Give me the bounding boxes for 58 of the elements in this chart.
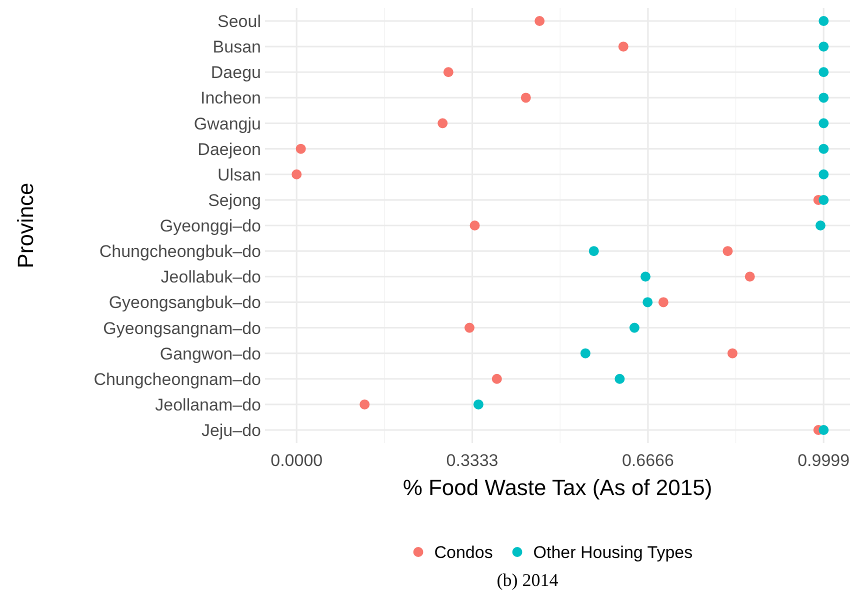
legend-label: Other Housing Types xyxy=(533,543,693,562)
point xyxy=(296,144,306,154)
y-tick-label: Daejeon xyxy=(198,140,261,159)
point xyxy=(818,92,829,103)
legend-label: Condos xyxy=(434,543,493,562)
y-tick-label: Gwangju xyxy=(194,114,261,134)
point xyxy=(818,425,829,435)
point xyxy=(815,220,826,230)
point xyxy=(360,399,370,410)
y-tick-label: Incheon xyxy=(200,88,261,108)
x-tick-label: 0.6666 xyxy=(622,451,674,470)
y-tick-label: Seoul xyxy=(218,12,261,31)
y-tick-label: Gangwon–do xyxy=(160,344,261,364)
point xyxy=(727,348,738,358)
point xyxy=(818,169,829,180)
y-tick-label: Jeollabuk–do xyxy=(160,268,261,287)
y-tick-label: Chungcheongnam–do xyxy=(94,370,261,389)
y-tick-label: Sejong xyxy=(208,190,261,210)
point xyxy=(443,67,454,78)
point xyxy=(473,399,484,410)
y-tick-label: Ulsan xyxy=(218,165,261,184)
x-tick-label: 0.3333 xyxy=(446,451,498,470)
point xyxy=(818,67,829,78)
point xyxy=(722,246,733,256)
point xyxy=(580,348,590,358)
point xyxy=(818,194,829,205)
point xyxy=(618,42,628,52)
y-tick-label: Gyeongsangbuk–do xyxy=(108,293,261,312)
y-tick-label: Chungcheongbuk–do xyxy=(99,242,261,262)
y-tick-label: Gyeongsangnam–do xyxy=(103,318,261,338)
point xyxy=(520,92,531,103)
point xyxy=(642,297,653,308)
point xyxy=(640,272,651,282)
x-tick-label: 0.0000 xyxy=(270,451,323,470)
y-axis-title: Province xyxy=(13,182,38,268)
y-tick-label: Busan xyxy=(212,38,261,57)
point xyxy=(744,272,755,282)
point xyxy=(492,374,502,384)
point xyxy=(818,118,829,128)
y-tick-label: Daegu xyxy=(210,63,261,82)
y-tick-label: Jeju–do xyxy=(201,421,261,440)
point xyxy=(629,322,640,333)
x-tick-label: 0.9999 xyxy=(798,451,850,470)
point xyxy=(470,220,480,230)
point xyxy=(818,144,829,154)
y-tick-label: Jeollanam–do xyxy=(155,395,261,414)
text: (b) 2014 xyxy=(496,570,558,590)
point xyxy=(614,374,625,384)
point xyxy=(464,322,474,333)
x-axis-title: % Food Waste Tax (As of 2015) xyxy=(402,475,712,500)
point xyxy=(818,42,829,52)
point xyxy=(292,169,302,180)
point xyxy=(534,16,545,26)
point xyxy=(658,297,668,308)
point xyxy=(438,118,448,128)
point xyxy=(818,16,829,26)
point xyxy=(588,246,599,256)
y-tick-label: Gyeonggi–do xyxy=(160,216,261,236)
